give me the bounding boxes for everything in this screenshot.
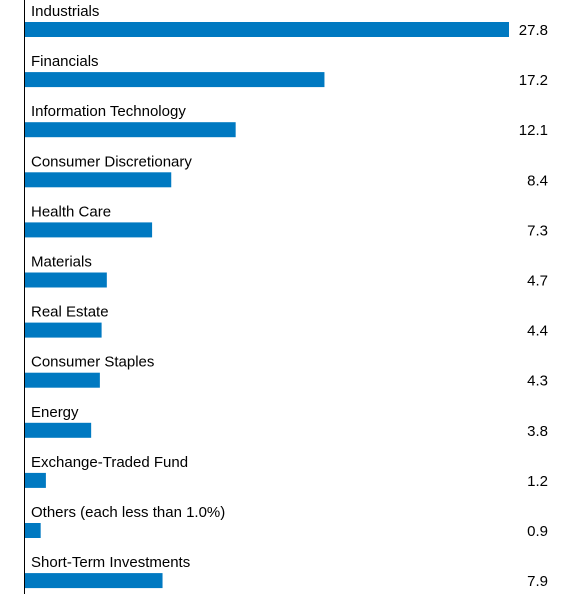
- category-label: Short-Term Investments: [31, 554, 190, 571]
- category-label: Health Care: [31, 203, 111, 220]
- category-label: Others (each less than 1.0%): [31, 504, 225, 521]
- bar: [25, 222, 153, 238]
- category-label: Exchange-Traded Fund: [31, 454, 188, 471]
- value-label: 4.4: [527, 323, 548, 340]
- category-label: Information Technology: [31, 103, 186, 120]
- value-label: 1.2: [527, 473, 548, 490]
- value-label: 7.3: [527, 222, 548, 239]
- value-label: 4.3: [527, 373, 548, 390]
- value-label: 3.8: [527, 423, 548, 440]
- bar: [25, 122, 236, 138]
- category-label: Materials: [31, 253, 92, 270]
- bar: [25, 322, 102, 338]
- value-label: 0.9: [527, 523, 548, 540]
- category-label: Industrials: [31, 3, 99, 20]
- bar: [25, 472, 46, 488]
- bar: [25, 422, 92, 438]
- value-label: 27.8: [519, 22, 548, 39]
- bar: [25, 22, 509, 37]
- value-label: 7.9: [527, 573, 548, 590]
- category-label: Real Estate: [31, 304, 109, 321]
- value-label: 4.7: [527, 272, 548, 289]
- bar: [25, 172, 172, 188]
- category-label: Consumer Staples: [31, 354, 154, 371]
- bar: [25, 573, 163, 589]
- category-label: Consumer Discretionary: [31, 153, 192, 170]
- bar: [25, 72, 325, 88]
- category-label: Financials: [31, 53, 99, 70]
- value-label: 12.1: [519, 122, 548, 139]
- bar: [25, 523, 41, 538]
- bar: [25, 372, 100, 388]
- value-label: 8.4: [527, 172, 548, 189]
- category-label: Energy: [31, 404, 79, 421]
- bar: [25, 272, 107, 288]
- value-label: 17.2: [519, 72, 548, 89]
